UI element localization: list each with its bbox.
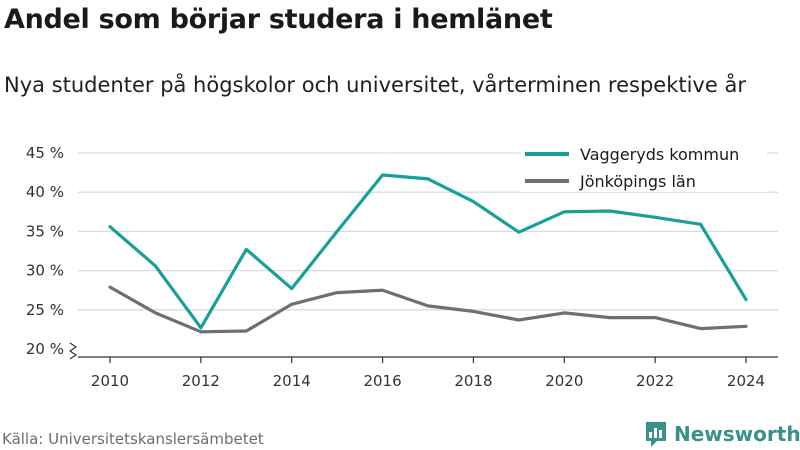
legend-label: Vaggeryds kommun (580, 145, 739, 164)
chart-title: Andel som börjar studera i hemlänet (4, 4, 553, 35)
y-tick-label: 35 % (26, 222, 64, 240)
legend: Vaggeryds kommun Jönköpings län (521, 141, 767, 192)
x-tick-label: 2018 (454, 372, 492, 390)
series-lines (108, 173, 748, 334)
x-tick-label: 2024 (727, 372, 765, 390)
x-tick-label: 2016 (363, 372, 401, 390)
chart-subtitle: Nya studenter på högskolor och universit… (4, 73, 746, 97)
x-tick-label: 2012 (182, 372, 220, 390)
series-line-vaggeryds-kommun (108, 173, 748, 330)
y-axis-break-icon (68, 342, 78, 360)
source-note: Källa: Universitetskanslersämbetet (2, 430, 264, 448)
line-chart: 20 % 25 % 30 % 35 % 40 % 45 % 2010 2012 2014 2016… (25, 141, 778, 390)
brand-name: Newsworthy (674, 422, 800, 446)
series-line-j-nk-pings-l-n (108, 285, 748, 334)
x-tick-label: 2020 (545, 372, 583, 390)
y-tick-label: 40 % (26, 183, 64, 201)
y-tick-label: 20 % (26, 340, 64, 358)
axes: 20 % 25 % 30 % 35 % 40 % 45 % 2010 2012 2014 2016… (26, 144, 778, 390)
y-tick-label: 45 % (26, 144, 64, 162)
y-tick-label: 30 % (26, 262, 64, 280)
y-tick-label: 25 % (26, 301, 64, 319)
x-tick-label: 2014 (273, 372, 311, 390)
brand-logo: Newsworthy (644, 420, 800, 448)
newsworthy-logo-icon (646, 422, 666, 447)
legend-label: Jönköpings län (579, 172, 696, 191)
x-tick-label: 2010 (91, 372, 129, 390)
x-tick-label: 2022 (636, 372, 674, 390)
